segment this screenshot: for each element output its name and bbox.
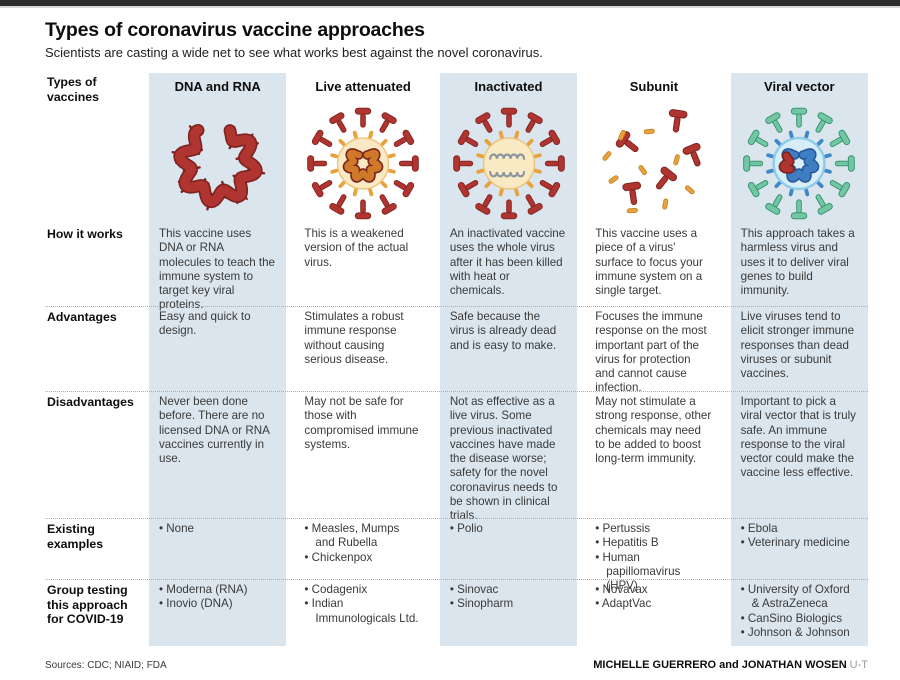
advantages-dna-and-rna: Easy and quick to design. (159, 310, 251, 338)
vaccine-comparison-table: Types of vaccines How it works Advantage… (45, 73, 869, 646)
top-bar (0, 0, 900, 8)
row-separator (45, 306, 868, 307)
footer: Sources: CDC; NIAID; FDA MICHELLE GUERRE… (45, 659, 868, 671)
inactivated-virus-illustration (440, 101, 577, 223)
viral-vector-virus-illustration (731, 101, 868, 223)
how-it-works-dna-and-rna: This vaccine uses DNA or RNA molecules t… (159, 227, 276, 312)
row-label-types: Types of vaccines (47, 75, 99, 104)
existing-examples-subunit: • Pertussis • Hepatitis B • Human papillom… (595, 522, 681, 592)
existing-examples-viral-vector: • Ebola • Veterinary medicine (740, 522, 850, 550)
existing-examples-inactivated: • Polio (449, 522, 483, 535)
how-it-works-viral-vector: This approach takes a harmless virus and… (740, 227, 855, 297)
how-it-works-inactivated: An inactivated vaccine uses the whole vi… (449, 227, 566, 297)
groups-testing-inactivated: • Sinovac • Sinopharm (449, 583, 514, 611)
infographic-page: Types of coronavirus vaccine approaches … (0, 19, 900, 671)
advantages-inactivated: Safe because the virus is already dead a… (449, 310, 557, 352)
existing-examples-live-attenuated: • Measles, Mumps and Rubella • Chickenpox (304, 522, 400, 564)
byline-org: U-T (849, 659, 868, 671)
dna-rna-strand-illustration (149, 101, 286, 223)
column-header-live-attenuated: Live attenuated (315, 79, 411, 94)
groups-testing-viral-vector: • University of Oxford & AstraZeneca • Ca… (740, 583, 850, 639)
subunit-pieces-illustration (585, 101, 722, 223)
how-it-works-live-attenuated: This is a weakened version of the actual… (304, 227, 409, 269)
advantages-viral-vector: Live viruses tend to elicit stronger imm… (740, 310, 855, 380)
column-viral-vector: Viral vector This approach takes a harml… (730, 73, 869, 646)
disadvantages-subunit: May not stimulate a strong response, oth… (595, 395, 712, 465)
column-subunit: Subunit This vaccine uses a piece of a v… (585, 73, 722, 646)
byline-credit: MICHELLE GUERRERO and JONATHAN WOSEN U-T (593, 659, 868, 671)
row-label-group-testing: Group testing this approach for COVID-19 (47, 583, 128, 626)
existing-examples-dna-and-rna: • None (159, 522, 194, 535)
row-label-advantages: Advantages (47, 310, 117, 324)
page-title: Types of coronavirus vaccine approaches (45, 19, 425, 41)
groups-testing-dna-and-rna: • Moderna (RNA) • Inovio (DNA) (159, 583, 248, 611)
advantages-live-attenuated: Stimulates a robust immune response with… (304, 310, 404, 366)
row-separator (45, 518, 868, 519)
row-label-existing-examples: Existing examples (47, 522, 104, 551)
groups-testing-subunit: • Novavax • AdaptVac (595, 583, 652, 611)
column-header-subunit: Subunit (629, 79, 679, 94)
live-attenuated-virus-illustration (294, 101, 431, 223)
advantages-subunit: Focuses the immune response on the most … (595, 310, 707, 395)
disadvantages-live-attenuated: May not be safe for those with compromis… (304, 395, 419, 451)
how-it-works-subunit: This vaccine uses a piece of a virus' su… (595, 227, 703, 297)
page-subtitle: Scientists are casting a wide net to see… (45, 45, 543, 60)
row-separator (45, 391, 868, 392)
disadvantages-inactivated: Not as effective as a live virus. Some p… (449, 395, 558, 522)
byline-names: MICHELLE GUERRERO and JONATHAN WOSEN (593, 659, 847, 671)
row-separator (45, 579, 868, 580)
row-labels-column: Types of vaccines How it works Advantage… (45, 73, 141, 646)
column-live-attenuated: Live attenuated This is a weakened versi… (294, 73, 431, 646)
row-label-how-it-works: How it works (47, 227, 123, 241)
column-header-viral-vector: Viral vector (764, 79, 835, 94)
sources-note: Sources: CDC; NIAID; FDA (45, 660, 167, 671)
row-label-disadvantages: Disadvantages (47, 395, 134, 409)
disadvantages-viral-vector: Important to pick a viral vector that is… (740, 395, 856, 480)
column-inactivated: Inactivated An inactivated vaccine uses … (439, 73, 578, 646)
column-header-dna-and-rna: DNA and RNA (174, 79, 261, 94)
disadvantages-dna-and-rna: Never been done before. There are no lic… (159, 395, 270, 465)
column-dna-and-rna: DNA and RNA This vaccine uses DNA or RNA… (149, 73, 287, 646)
groups-testing-live-attenuated: • Codagenix • Indian Immunologicals Ltd. (304, 583, 419, 625)
column-header-inactivated: Inactivated (474, 79, 543, 94)
